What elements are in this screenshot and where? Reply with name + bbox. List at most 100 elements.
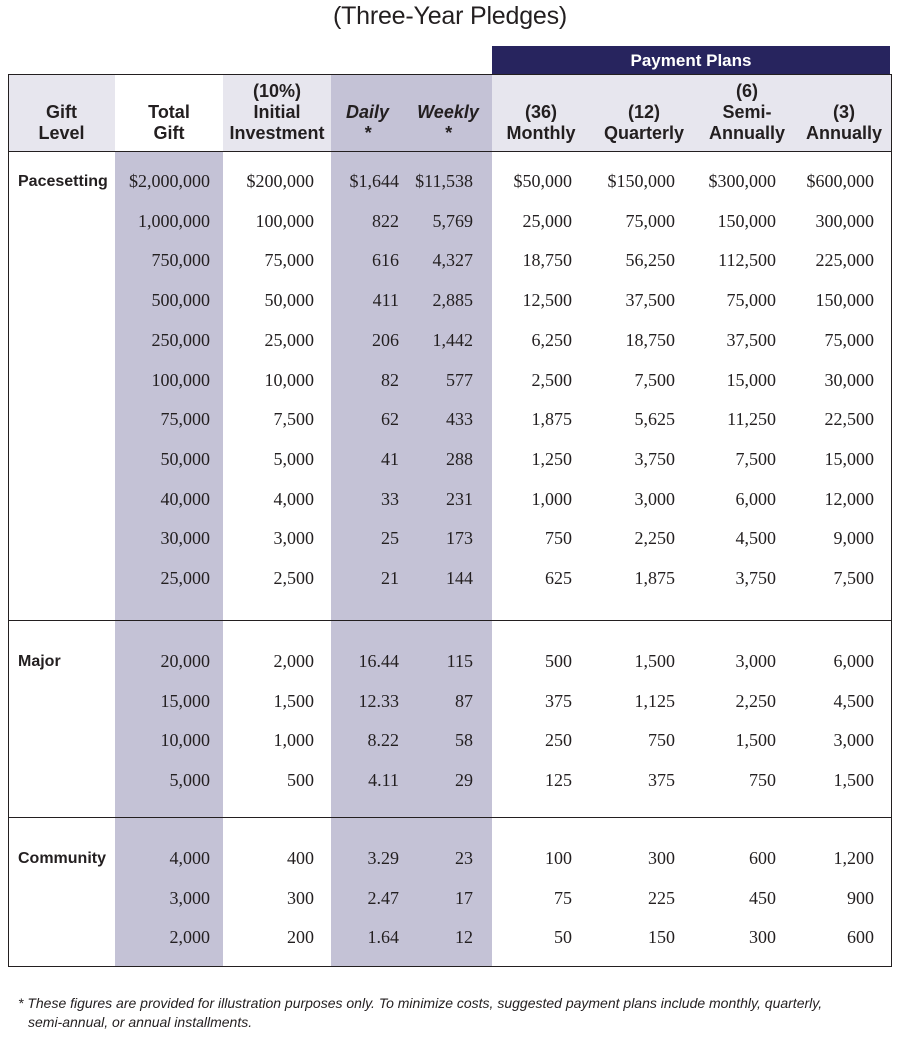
table-cell: 3,000 (169, 887, 211, 908)
table-cell: 577 (446, 369, 473, 390)
table-cell: 4,000 (169, 848, 211, 868)
table-cell: 3.29 (367, 848, 400, 868)
table-cell: 112,500 (718, 250, 776, 271)
table-cell: 1,000 (531, 488, 573, 509)
group-label: Community (18, 850, 106, 867)
table-cell: 225,000 (815, 250, 875, 271)
footnote-line: semi-annual, or annual installments. (28, 1014, 253, 1030)
table-cell: 4,500 (735, 528, 777, 549)
table-cell: 100 (545, 848, 572, 868)
table-cell: 22,500 (824, 409, 875, 430)
table-cell: 4.11 (368, 770, 399, 791)
column-header-line: Annually (805, 123, 882, 143)
table-top-border (8, 74, 892, 75)
table-cell: 3,750 (634, 448, 676, 469)
column-header-line: Semi- (722, 102, 772, 122)
table-cell: 4,500 (833, 690, 875, 711)
column-header: (6) Semi- Annually (698, 75, 796, 151)
table-cell: 2,500 (273, 568, 315, 588)
pledge-table: Gift Level Total Gift (10%) Initial Investment… (8, 74, 892, 967)
column-header-line: (36) (524, 102, 557, 122)
table-cell: 7,500 (634, 369, 676, 390)
column-header-line: Investment (229, 123, 325, 143)
column-header-line: Daily (345, 102, 390, 122)
table-cell: 1,250 (531, 448, 573, 469)
table-cell: 25,000 (522, 210, 573, 231)
column-header-line: Level (38, 123, 85, 143)
table-cell: 150,000 (717, 210, 777, 231)
group-divider (8, 966, 892, 967)
table-cell: 1,200 (833, 848, 875, 868)
table-cell: 3,000 (833, 730, 875, 751)
table-cell: 62 (381, 409, 399, 430)
table-cell: 75,000 (726, 290, 777, 311)
header-divider (8, 151, 892, 152)
column-header: Total Gift (115, 75, 223, 151)
table-cell: 17 (455, 887, 473, 908)
table-cell: 50 (554, 927, 572, 948)
table-cell: 2,000 (273, 651, 315, 671)
table-cell: 29 (455, 770, 473, 791)
table-cell: 11,250 (727, 409, 776, 430)
table-cell: 206 (372, 329, 399, 350)
table-cell: 58 (455, 730, 473, 751)
column-header-line: Total (148, 102, 190, 122)
table-cell: 3,000 (273, 528, 315, 549)
table-cell: $200,000 (246, 171, 315, 191)
column-header-line: (12) (627, 102, 660, 122)
table-cell: 400 (287, 848, 314, 868)
table-cell: 37,500 (625, 290, 676, 311)
table-cell: 1,442 (432, 329, 474, 350)
table-cell: 2,000 (169, 927, 211, 948)
table-cell: 30,000 (824, 369, 875, 390)
column-header-line: (6) (736, 81, 758, 101)
column-header-line: * (363, 123, 371, 143)
table-cell: 75,000 (264, 250, 315, 271)
table-cell: 1,500 (273, 690, 315, 711)
table-cell: 50,000 (160, 448, 211, 469)
column-header-line: (10%) (252, 81, 301, 101)
table-cell: 115 (446, 651, 473, 671)
table-cell: 7,500 (273, 409, 315, 430)
table-cell: 16.44 (358, 651, 400, 671)
column-header-line: (3) (833, 102, 855, 122)
table-cell: 600 (847, 927, 874, 948)
table-cell: 4,327 (432, 250, 474, 271)
column-header-line: Initial (253, 102, 301, 122)
table-cell: 144 (446, 568, 473, 588)
column-header-line: Annually (708, 123, 785, 143)
table-cell: 600 (749, 848, 776, 868)
header-daily-weekly-shade (331, 75, 492, 151)
table-cell: 75,000 (625, 210, 676, 231)
table-cell: 10,000 (264, 369, 315, 390)
table-cell: 7,500 (735, 448, 777, 469)
table-cell: 433 (446, 409, 473, 430)
table-cell: 5,625 (634, 409, 676, 430)
table-cell: 225 (648, 887, 675, 908)
table-cell: 75 (554, 887, 572, 908)
column-header: (12) Quarterly (590, 75, 698, 151)
table-cell: 1.64 (367, 927, 400, 948)
table-cell: 12,000 (824, 488, 875, 509)
table-cell: 300 (287, 887, 314, 908)
group-label: Major (18, 653, 61, 670)
table-left-border (8, 74, 9, 967)
column-header-line: * (444, 123, 452, 143)
column-header: Weekly * (404, 75, 492, 151)
table-cell: 6,250 (531, 329, 573, 350)
table-cell: 15,000 (824, 448, 875, 469)
table-cell: 250,000 (151, 329, 211, 350)
table-cell: 200 (287, 927, 314, 948)
payment-plans-banner: Payment Plans (492, 46, 890, 75)
table-cell: 1,500 (735, 730, 777, 751)
table-cell: 100,000 (255, 210, 315, 231)
table-cell: 500 (287, 770, 314, 791)
table-cell: 1,000 (273, 730, 315, 751)
table-cell: 750 (648, 730, 675, 751)
header-total-shade (115, 75, 223, 151)
table-cell: 33 (381, 488, 399, 509)
table-cell: 375 (545, 690, 572, 711)
table-cell: 450 (749, 887, 776, 908)
table-cell: 25,000 (160, 568, 211, 588)
table-cell: 8.22 (367, 730, 400, 751)
